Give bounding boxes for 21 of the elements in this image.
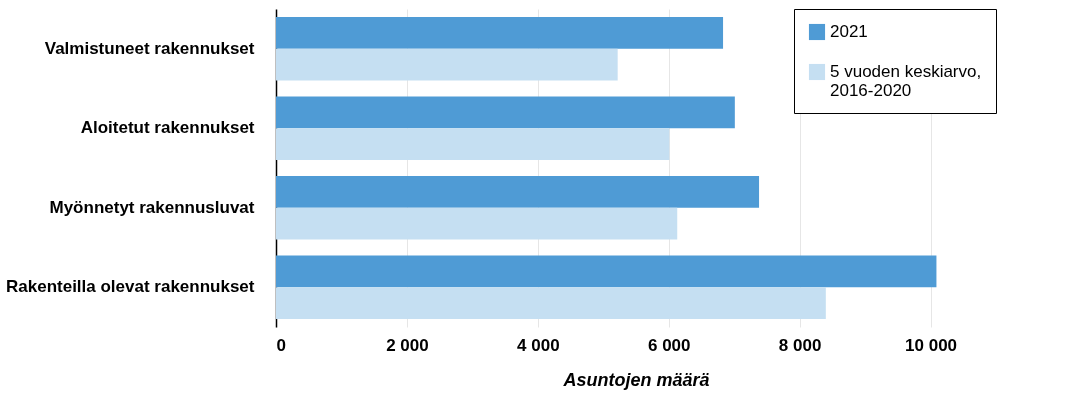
x-tick-label: 0	[276, 335, 286, 355]
x-tick-label: 4 000	[517, 335, 560, 355]
x-tick-label: 10 000	[905, 335, 958, 355]
y-tick-label: Valmistuneet rakennukset	[44, 38, 255, 58]
y-tick-label: Rakenteilla olevat rakennukset	[5, 277, 255, 297]
bar	[276, 48, 618, 81]
bar	[276, 207, 678, 240]
x-tick-label: 8 000	[778, 335, 822, 355]
bar	[276, 255, 937, 288]
bar	[276, 175, 760, 208]
bar	[276, 287, 826, 320]
legend-label: 5 vuoden keskiarvo, 2016-2020	[830, 62, 982, 100]
bar	[276, 16, 724, 49]
bar	[276, 96, 735, 129]
legend-label: 2021	[830, 22, 868, 41]
y-tick-label: Aloitetut rakennukset	[80, 118, 255, 138]
x-axis-title: Asuntojen määrä	[562, 369, 710, 390]
bar	[276, 128, 670, 161]
y-tick-label: Myönnetyt rakennusluvat	[49, 197, 255, 217]
x-tick-label: 2 000	[386, 335, 429, 355]
x-tick-label: 6 000	[647, 335, 691, 355]
